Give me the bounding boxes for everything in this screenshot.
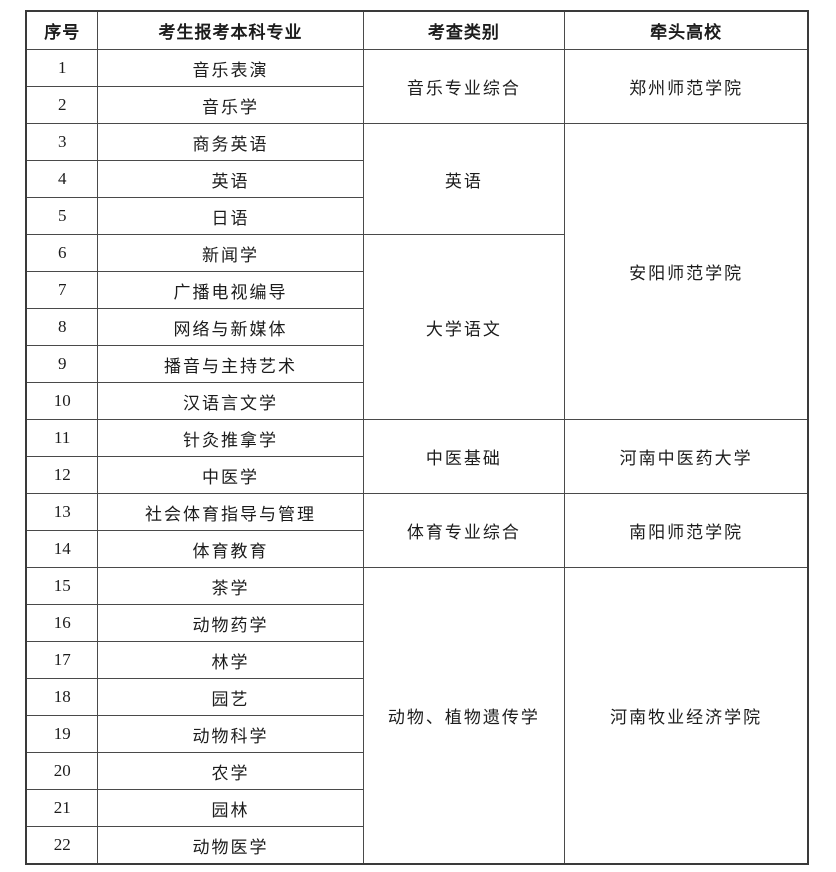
table-row: 21 园林 bbox=[25, 789, 808, 827]
table-row: 6 新闻学 大学语文 bbox=[25, 234, 808, 420]
major-cell: 新闻学 bbox=[97, 234, 364, 272]
table-header: 序号 考生报考本科专业 考查类别 牵头高校 bbox=[25, 10, 809, 50]
major-cell: 播音与主持艺术 bbox=[97, 345, 364, 383]
exam-category-cell: 体育专业综合 bbox=[362, 493, 566, 568]
lead-university-cell: 安阳师范学院 bbox=[564, 123, 809, 420]
header-no: 序号 bbox=[25, 10, 99, 50]
major-cell: 音乐表演 bbox=[97, 49, 364, 87]
major-cell: 体育教育 bbox=[97, 530, 364, 568]
table-row: 7 广播电视编导 bbox=[25, 271, 808, 309]
table-row: 12 中医学 bbox=[25, 456, 808, 494]
exam-category-cell: 音乐专业综合 bbox=[362, 49, 566, 124]
row-number-cell: 12 bbox=[25, 456, 99, 494]
major-cell: 动物药学 bbox=[97, 604, 364, 642]
major-cell: 针灸推拿学 bbox=[97, 419, 364, 457]
table-row: 3 商务英语 英语 安阳师范学院 bbox=[25, 123, 809, 420]
row-number-cell: 14 bbox=[25, 530, 99, 568]
row-number-cell: 9 bbox=[25, 345, 99, 383]
major-cell: 中医学 bbox=[97, 456, 364, 494]
table-row: 17 林学 bbox=[25, 641, 808, 679]
lead-university-cell: 河南牧业经济学院 bbox=[564, 567, 809, 865]
exam-category-cell: 中医基础 bbox=[362, 419, 566, 494]
major-cell: 动物医学 bbox=[97, 826, 364, 865]
major-cell: 茶学 bbox=[97, 567, 364, 605]
major-cell: 动物科学 bbox=[97, 715, 364, 753]
table-row: 14 体育教育 bbox=[25, 530, 808, 568]
table-row: 22 动物医学 bbox=[25, 826, 808, 865]
row-number-cell: 13 bbox=[25, 493, 99, 531]
row-number-cell: 22 bbox=[25, 826, 99, 865]
major-cell: 音乐学 bbox=[97, 86, 364, 124]
major-cell: 英语 bbox=[97, 160, 364, 198]
exam-category-cell: 大学语文 bbox=[362, 234, 566, 420]
table-row: 5 日语 bbox=[25, 197, 808, 235]
header-row: 序号 考生报考本科专业 考查类别 牵头高校 bbox=[25, 10, 809, 50]
table-row: 15 茶学 动物、植物遗传学 河南牧业经济学院 bbox=[25, 567, 809, 865]
table-row: 9 播音与主持艺术 bbox=[25, 345, 808, 383]
row-number-cell: 6 bbox=[25, 234, 99, 272]
exam-category-cell: 动物、植物遗传学 bbox=[362, 567, 566, 865]
row-number-cell: 17 bbox=[25, 641, 99, 679]
table-row: 11 针灸推拿学 中医基础 河南中医药大学 bbox=[25, 419, 809, 494]
table-row: 4 英语 bbox=[25, 160, 808, 198]
major-cell: 广播电视编导 bbox=[97, 271, 364, 309]
table-row: 1 音乐表演 音乐专业综合 郑州师范学院 bbox=[25, 49, 809, 124]
row-number-cell: 19 bbox=[25, 715, 99, 753]
exam-category-cell: 英语 bbox=[362, 123, 566, 235]
major-cell: 园艺 bbox=[97, 678, 364, 716]
lead-university-cell: 南阳师范学院 bbox=[564, 493, 809, 568]
row-number-cell: 18 bbox=[25, 678, 99, 716]
major-cell: 农学 bbox=[97, 752, 364, 790]
row-number-cell: 15 bbox=[25, 567, 99, 605]
header-major: 考生报考本科专业 bbox=[97, 10, 364, 50]
major-cell: 汉语言文学 bbox=[97, 382, 364, 420]
header-university: 牵头高校 bbox=[564, 10, 809, 50]
lead-university-cell: 郑州师范学院 bbox=[564, 49, 809, 124]
table-row: 19 动物科学 bbox=[25, 715, 808, 753]
table-row: 18 园艺 bbox=[25, 678, 808, 716]
lead-university-cell: 河南中医药大学 bbox=[564, 419, 809, 494]
major-cell: 商务英语 bbox=[97, 123, 364, 161]
major-cell: 园林 bbox=[97, 789, 364, 827]
major-cell: 社会体育指导与管理 bbox=[97, 493, 364, 531]
row-number-cell: 10 bbox=[25, 382, 99, 420]
row-number-cell: 7 bbox=[25, 271, 99, 309]
table-row: 20 农学 bbox=[25, 752, 808, 790]
row-number-cell: 8 bbox=[25, 308, 99, 346]
row-number-cell: 3 bbox=[25, 123, 99, 161]
table-row: 13 社会体育指导与管理 体育专业综合 南阳师范学院 bbox=[25, 493, 809, 568]
row-number-cell: 4 bbox=[25, 160, 99, 198]
major-cell: 网络与新媒体 bbox=[97, 308, 364, 346]
row-number-cell: 11 bbox=[25, 419, 99, 457]
admission-exam-table: 序号 考生报考本科专业 考查类别 牵头高校 1 音乐表演 音乐专业综合 郑州师范学院 2… bbox=[25, 10, 809, 865]
row-number-cell: 16 bbox=[25, 604, 99, 642]
row-number-cell: 5 bbox=[25, 197, 99, 235]
admission-table-body: 1 音乐表演 音乐专业综合 郑州师范学院 2 音乐学 3 商务英语 英语 安阳师范学院 4 英语 5 日语… bbox=[25, 49, 809, 865]
row-number-cell: 20 bbox=[25, 752, 99, 790]
major-cell: 林学 bbox=[97, 641, 364, 679]
row-number-cell: 1 bbox=[25, 49, 99, 87]
header-category: 考查类别 bbox=[362, 10, 566, 50]
major-cell: 日语 bbox=[97, 197, 364, 235]
row-number-cell: 21 bbox=[25, 789, 99, 827]
row-number-cell: 2 bbox=[25, 86, 99, 124]
